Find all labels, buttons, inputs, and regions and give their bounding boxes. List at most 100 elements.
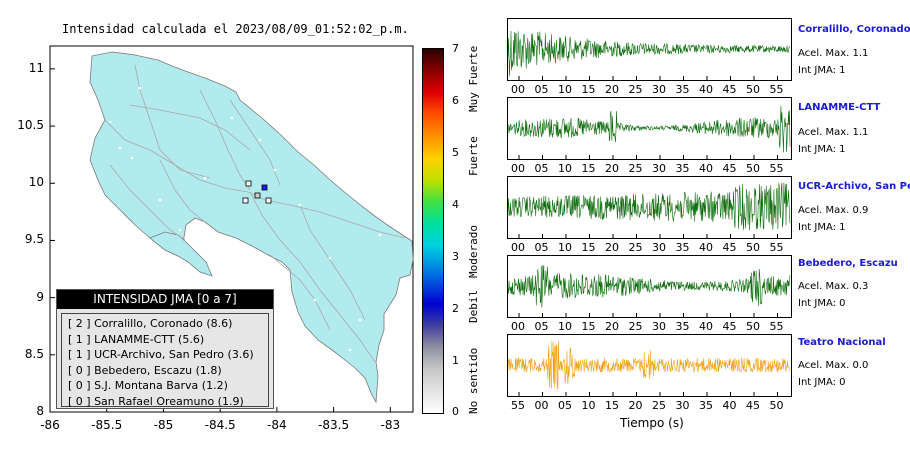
nicoya-peninsula bbox=[149, 231, 213, 277]
map-xtick-label: -85.5 bbox=[91, 418, 123, 432]
town-markers bbox=[108, 86, 382, 352]
legend-row: [ 0 ] S.J. Montana Barva (1.2) bbox=[68, 379, 228, 392]
waveform-tick-label: 35 bbox=[675, 241, 690, 254]
station-marker bbox=[254, 192, 261, 199]
waveform-panel bbox=[507, 18, 792, 81]
waveform-tick-label: 55 bbox=[769, 320, 784, 333]
intensity-colorbar bbox=[422, 48, 444, 414]
colorbar-tick: 1 bbox=[452, 354, 459, 367]
station-jma: Int JMA: 0 bbox=[798, 298, 846, 309]
waveform-tick-label: 45 bbox=[746, 399, 760, 412]
waveform-tick-label: 30 bbox=[675, 399, 690, 412]
waveform-panel bbox=[507, 255, 792, 318]
colorbar-category: Muy Fuerte bbox=[467, 45, 480, 112]
waveform-frame bbox=[507, 255, 792, 318]
station-name: LANAMME-CTT bbox=[798, 102, 881, 113]
colorbar-tick: 6 bbox=[452, 94, 459, 107]
waveform-frame bbox=[507, 97, 792, 160]
map-xtick-label: -83 bbox=[380, 418, 401, 432]
waveform-tick-label: 05 bbox=[534, 320, 549, 333]
waveform-tick-label: 55 bbox=[769, 241, 784, 254]
intensity-legend: INTENSIDAD JMA [0 a 7] [ 2 ] Corralillo,… bbox=[56, 289, 274, 409]
station-name: UCR-Archivo, San Pedro bbox=[798, 181, 910, 192]
waveform-panel bbox=[507, 176, 792, 239]
waveform-tick-label: 30 bbox=[652, 162, 666, 175]
map-ytick-label: 9 bbox=[36, 289, 44, 304]
waveform-tick-label: 45 bbox=[722, 162, 737, 175]
waveform-tick-label: 40 bbox=[722, 399, 737, 412]
waveform-tick-label: 55 bbox=[511, 399, 525, 412]
station-acel: Acel. Max. 0.0 bbox=[798, 360, 869, 371]
waveform-tick-label: 40 bbox=[699, 162, 713, 175]
map-ytick-label: 9.5 bbox=[24, 232, 44, 247]
colorbar-category: No sentido bbox=[467, 347, 480, 414]
waveform-panel bbox=[507, 97, 792, 160]
waveform-tick-label: 15 bbox=[581, 320, 596, 333]
waveform-tick-label: 20 bbox=[605, 320, 619, 333]
waveform-tick-label: 20 bbox=[605, 83, 619, 96]
waveform-tick-label: 35 bbox=[675, 320, 690, 333]
map-ytick-label: 8.5 bbox=[24, 346, 44, 361]
waveform-tick-label: 00 bbox=[511, 241, 525, 254]
waveform-tick-label: 45 bbox=[722, 83, 737, 96]
waveform-trace bbox=[507, 30, 791, 77]
colorbar-tick: 0 bbox=[452, 405, 459, 418]
map-xtick-label: -84 bbox=[267, 418, 287, 432]
waveform-tick-label: 05 bbox=[534, 241, 549, 254]
station-acel: Acel. Max. 1.1 bbox=[798, 48, 869, 59]
waveform-tick-label: 00 bbox=[511, 320, 525, 333]
station-marker bbox=[242, 197, 249, 204]
legend-title: INTENSIDAD JMA [0 a 7] bbox=[57, 290, 273, 309]
waveform-panel bbox=[507, 334, 792, 397]
station-acel: Acel. Max. 0.3 bbox=[798, 281, 869, 292]
waveform-tick-label: 50 bbox=[769, 399, 784, 412]
waveform-tick-label: 50 bbox=[746, 83, 760, 96]
waveform-tick-label: 25 bbox=[628, 83, 643, 96]
waveform-tick-label: 30 bbox=[652, 83, 666, 96]
station-acel: Acel. Max. 0.9 bbox=[798, 205, 869, 216]
colorbar-tick: 7 bbox=[452, 42, 459, 55]
waveform-tick-label: 20 bbox=[628, 399, 643, 412]
waveform-tick-label: 10 bbox=[581, 399, 596, 412]
map-ytick-label: 11 bbox=[28, 60, 44, 75]
map-title: Intensidad calculada el 2023/08/09_01:52… bbox=[62, 22, 409, 36]
road-network bbox=[104, 64, 406, 363]
colorbar-category: Moderado bbox=[467, 225, 480, 278]
waveform-tick-label: 15 bbox=[581, 241, 596, 254]
waveform-tick-label: 25 bbox=[628, 162, 643, 175]
station-name: Corralillo, Coronado bbox=[798, 24, 910, 35]
waveform-tick-label: 45 bbox=[722, 241, 737, 254]
waveform-tick-label: 35 bbox=[675, 83, 690, 96]
legend-row: [ 2 ] Corralillo, Coronado (8.6) bbox=[68, 317, 233, 330]
waveform-tick-label: 00 bbox=[534, 399, 549, 412]
waveform-tick-label: 35 bbox=[675, 162, 690, 175]
map-xtick-label: -85 bbox=[153, 418, 174, 432]
colorbar-tick: 2 bbox=[452, 302, 459, 315]
station-jma: Int JMA: 1 bbox=[798, 222, 846, 233]
colorbar-tick: 4 bbox=[452, 198, 459, 211]
waveform-tick-label: 50 bbox=[746, 241, 760, 254]
legend-row: [ 1 ] UCR-Archivo, San Pedro (3.6) bbox=[68, 348, 254, 361]
legend-row: [ 0 ] San Rafael Oreamuno (1.9) bbox=[68, 394, 244, 408]
station-name: Bebedero, Escazu bbox=[798, 258, 898, 269]
legend-row: [ 0 ] Bebedero, Escazu (1.8) bbox=[68, 363, 222, 377]
waveforms-xlabel: Tiempo (s) bbox=[620, 416, 684, 430]
map-xtick-label: -84.5 bbox=[204, 418, 236, 432]
station-jma: Int JMA: 0 bbox=[798, 377, 846, 388]
station-markers bbox=[242, 180, 272, 204]
station-name: Teatro Nacional bbox=[798, 337, 886, 348]
waveform-tick-label: 40 bbox=[699, 241, 713, 254]
station-jma: Int JMA: 1 bbox=[798, 65, 846, 76]
waveform-tick-label: 50 bbox=[746, 162, 760, 175]
legend-row: [ 1 ] LANAMME-CTT (5.6) bbox=[68, 332, 205, 346]
map-ytick-label: 10.5 bbox=[17, 118, 44, 133]
waveform-tick-label: 30 bbox=[652, 320, 666, 333]
waveform-tick-label: 10 bbox=[558, 83, 572, 96]
waveform-tick-label: 55 bbox=[769, 83, 784, 96]
waveform-tick-label: 10 bbox=[558, 241, 572, 254]
waveform-tick-label: 40 bbox=[699, 320, 713, 333]
waveform-tick-label: 25 bbox=[652, 399, 666, 412]
waveform-tick-label: 15 bbox=[581, 83, 596, 96]
colorbar-category: Fuerte bbox=[467, 136, 480, 176]
station-acel: Acel. Max. 1.1 bbox=[798, 127, 869, 138]
